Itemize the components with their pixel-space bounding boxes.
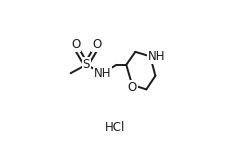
Text: NH: NH: [147, 50, 165, 63]
Text: S: S: [82, 58, 90, 71]
Text: HCl: HCl: [105, 121, 125, 134]
Text: NH: NH: [93, 67, 111, 80]
Text: O: O: [71, 38, 80, 51]
Text: O: O: [92, 38, 101, 51]
Text: O: O: [127, 81, 136, 94]
